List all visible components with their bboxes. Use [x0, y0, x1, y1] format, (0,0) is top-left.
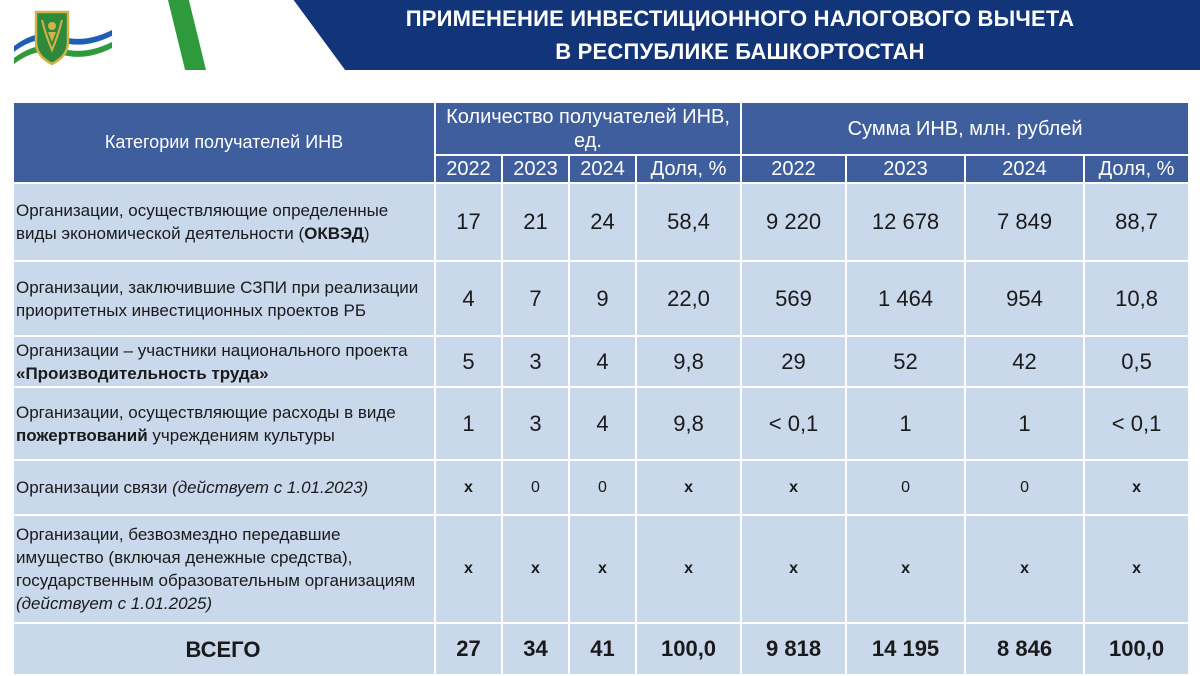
- table-cell: 42: [964, 335, 1086, 388]
- total-cell: 100,0: [634, 622, 743, 676]
- table-row: Организации – участники национального пр…: [12, 335, 1191, 388]
- table-cell: 9 220: [740, 182, 848, 262]
- slide-header: ПРИМЕНЕНИЕ ИНВЕСТИЦИОННОГО НАЛОГОВОГО ВЫ…: [0, 0, 1200, 92]
- table-cell: 0,5: [1083, 335, 1191, 388]
- table-cell: x: [1083, 459, 1191, 516]
- table-cell: 0: [964, 459, 1086, 516]
- total-cell: 9 818: [740, 622, 848, 676]
- table-cell: 4: [434, 260, 503, 337]
- sum-share-header: Доля, %: [1083, 154, 1191, 184]
- sum-2023-header: 2023: [845, 154, 967, 184]
- table-cell: 12 678: [845, 182, 967, 262]
- table-cell: 3: [501, 335, 570, 388]
- count-2022-header: 2022: [434, 154, 503, 184]
- page-title-line-2: В РЕСПУБЛИКЕ БАШКОРТОСТАН: [555, 39, 925, 64]
- table-row: Организации, осуществляющие расходы в ви…: [12, 386, 1191, 461]
- total-cell: 41: [568, 622, 637, 676]
- table-cell: 4: [568, 386, 637, 461]
- table-cell: x: [634, 459, 743, 516]
- count-2024-header: 2024: [568, 154, 637, 184]
- row-label: Организации, осуществляющие расходы в ви…: [12, 386, 436, 461]
- table-cell: x: [434, 459, 503, 516]
- table-cell: 1: [434, 386, 503, 461]
- row-label: Организации, безвозмездно передавшие иму…: [12, 514, 436, 624]
- row-label: Организации, осуществляющие определенные…: [12, 182, 436, 262]
- table-cell: 7: [501, 260, 570, 337]
- title-banner: [293, 0, 1200, 70]
- table-cell: < 0,1: [740, 386, 848, 461]
- table-cell: 0: [845, 459, 967, 516]
- category-header: Категории получателей ИНВ: [12, 101, 436, 184]
- table-cell: < 0,1: [1083, 386, 1191, 461]
- table-cell: x: [845, 514, 967, 624]
- table-cell: 22,0: [634, 260, 743, 337]
- sum-2022-header: 2022: [740, 154, 848, 184]
- count-group-header: Количество получателей ИНВ, ед.: [433, 101, 743, 156]
- investment-deduction-table: Категории получателей ИНВ Количество пол…: [12, 101, 1191, 676]
- row-label: Организации – участники национального пр…: [12, 335, 436, 388]
- table-cell: 0: [568, 459, 637, 516]
- table-cell: 4: [568, 335, 637, 388]
- total-label: ВСЕГО: [12, 622, 436, 676]
- total-cell: 34: [501, 622, 570, 676]
- table-cell: 5: [434, 335, 503, 388]
- row-label: Организации связи (действует с 1.01.2023…: [12, 459, 436, 516]
- table-cell: x: [501, 514, 570, 624]
- table-row: Организации, безвозмездно передавшие иму…: [12, 514, 1191, 624]
- table-cell: x: [634, 514, 743, 624]
- table-cell: 1 464: [845, 260, 967, 337]
- total-cell: 100,0: [1083, 622, 1191, 676]
- count-2023-header: 2023: [501, 154, 570, 184]
- table-cell: 9: [568, 260, 637, 337]
- table-cell: x: [434, 514, 503, 624]
- table-cell: 569: [740, 260, 848, 337]
- table-cell: 88,7: [1083, 182, 1191, 262]
- total-cell: 27: [434, 622, 503, 676]
- table-row: Организации, осуществляющие определенные…: [12, 182, 1191, 262]
- table-cell: 24: [568, 182, 637, 262]
- table-row: Организации, заключившие СЗПИ при реализ…: [12, 260, 1191, 337]
- table-cell: 9,8: [634, 386, 743, 461]
- page-title-line-1: ПРИМЕНЕНИЕ ИНВЕСТИЦИОННОГО НАЛОГОВОГО ВЫ…: [405, 6, 1075, 31]
- total-cell: 14 195: [845, 622, 967, 676]
- table-cell: x: [1083, 514, 1191, 624]
- table-cell: x: [964, 514, 1086, 624]
- table-cell: 10,8: [1083, 260, 1191, 337]
- page-title: ПРИМЕНЕНИЕ ИНВЕСТИЦИОННОГО НАЛОГОВОГО ВЫ…: [300, 2, 1180, 68]
- table-cell: 1: [845, 386, 967, 461]
- table-cell: x: [740, 514, 848, 624]
- sum-group-header: Сумма ИНВ, млн. рублей: [740, 101, 1191, 156]
- sum-2024-header: 2024: [964, 154, 1086, 184]
- table-cell: 954: [964, 260, 1086, 337]
- table-cell: 29: [740, 335, 848, 388]
- table-cell: 7 849: [964, 182, 1086, 262]
- total-row: ВСЕГО 27 34 41 100,0 9 818 14 195 8 846 …: [12, 622, 1191, 676]
- table-cell: 52: [845, 335, 967, 388]
- table-cell: 1: [964, 386, 1086, 461]
- table-cell: 9,8: [634, 335, 743, 388]
- count-share-header: Доля, %: [634, 154, 743, 184]
- bashkortostan-emblem-logo: [13, 10, 113, 66]
- table-cell: 0: [501, 459, 570, 516]
- table-cell: 17: [434, 182, 503, 262]
- table-cell: 21: [501, 182, 570, 262]
- total-cell: 8 846: [964, 622, 1086, 676]
- table-cell: x: [740, 459, 848, 516]
- table-cell: x: [568, 514, 637, 624]
- row-label: Организации, заключившие СЗПИ при реализ…: [12, 260, 436, 337]
- table-cell: 58,4: [634, 182, 743, 262]
- table-row: Организации связи (действует с 1.01.2023…: [12, 459, 1191, 516]
- banner-accent-stripe: [168, 0, 206, 70]
- table-cell: 3: [501, 386, 570, 461]
